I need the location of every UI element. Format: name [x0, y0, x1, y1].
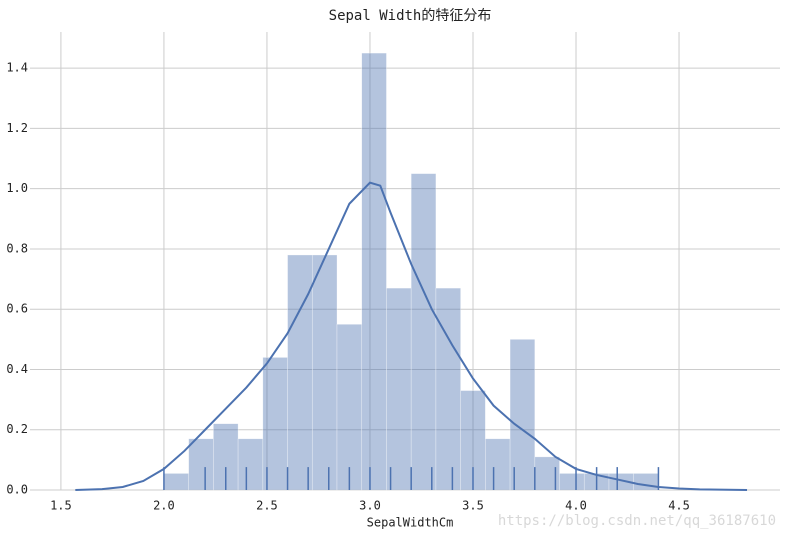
histogram-bar	[435, 287, 461, 491]
y-tick-label: 1.4	[6, 61, 28, 75]
histogram-bar	[163, 473, 189, 491]
y-tick-label: 0.6	[6, 302, 28, 316]
histogram-bar	[410, 173, 437, 491]
x-tick-label: 4.5	[668, 499, 690, 513]
histogram-bar	[287, 254, 313, 491]
y-tick-label: 0.8	[6, 241, 28, 255]
y-tick-label: 0.0	[6, 483, 28, 497]
histogram-bar	[509, 339, 536, 491]
histogram-bar	[361, 52, 387, 491]
histogram-bar	[633, 473, 659, 491]
histogram-bar	[311, 254, 338, 491]
histogram-bar	[237, 438, 264, 491]
y-tick-label: 1.0	[6, 181, 28, 195]
x-tick-label: 4.0	[565, 499, 587, 513]
kde-line	[75, 181, 748, 491]
histogram-bar	[386, 287, 412, 491]
histogram-bar	[336, 323, 363, 491]
y-tick-label: 0.4	[6, 362, 28, 376]
histogram-bar	[559, 473, 585, 491]
chart-title: Sepal Width的特征分布	[329, 8, 492, 24]
histogram-bar	[485, 438, 511, 491]
histogram-bar	[188, 438, 214, 491]
y-tick-label: 0.2	[6, 422, 28, 436]
x-tick-label: 2.0	[153, 499, 175, 513]
x-tick-label: 2.5	[256, 499, 278, 513]
x-tick-label: 1.5	[50, 499, 72, 513]
watermark: https://blog.csdn.net/qq_36187610	[498, 513, 776, 529]
y-tick-label: 1.2	[6, 121, 28, 135]
x-tick-label: 3.0	[359, 499, 381, 513]
x-axis-label: SepalWidthCm	[367, 516, 454, 530]
x-tick-label: 3.5	[462, 499, 484, 513]
